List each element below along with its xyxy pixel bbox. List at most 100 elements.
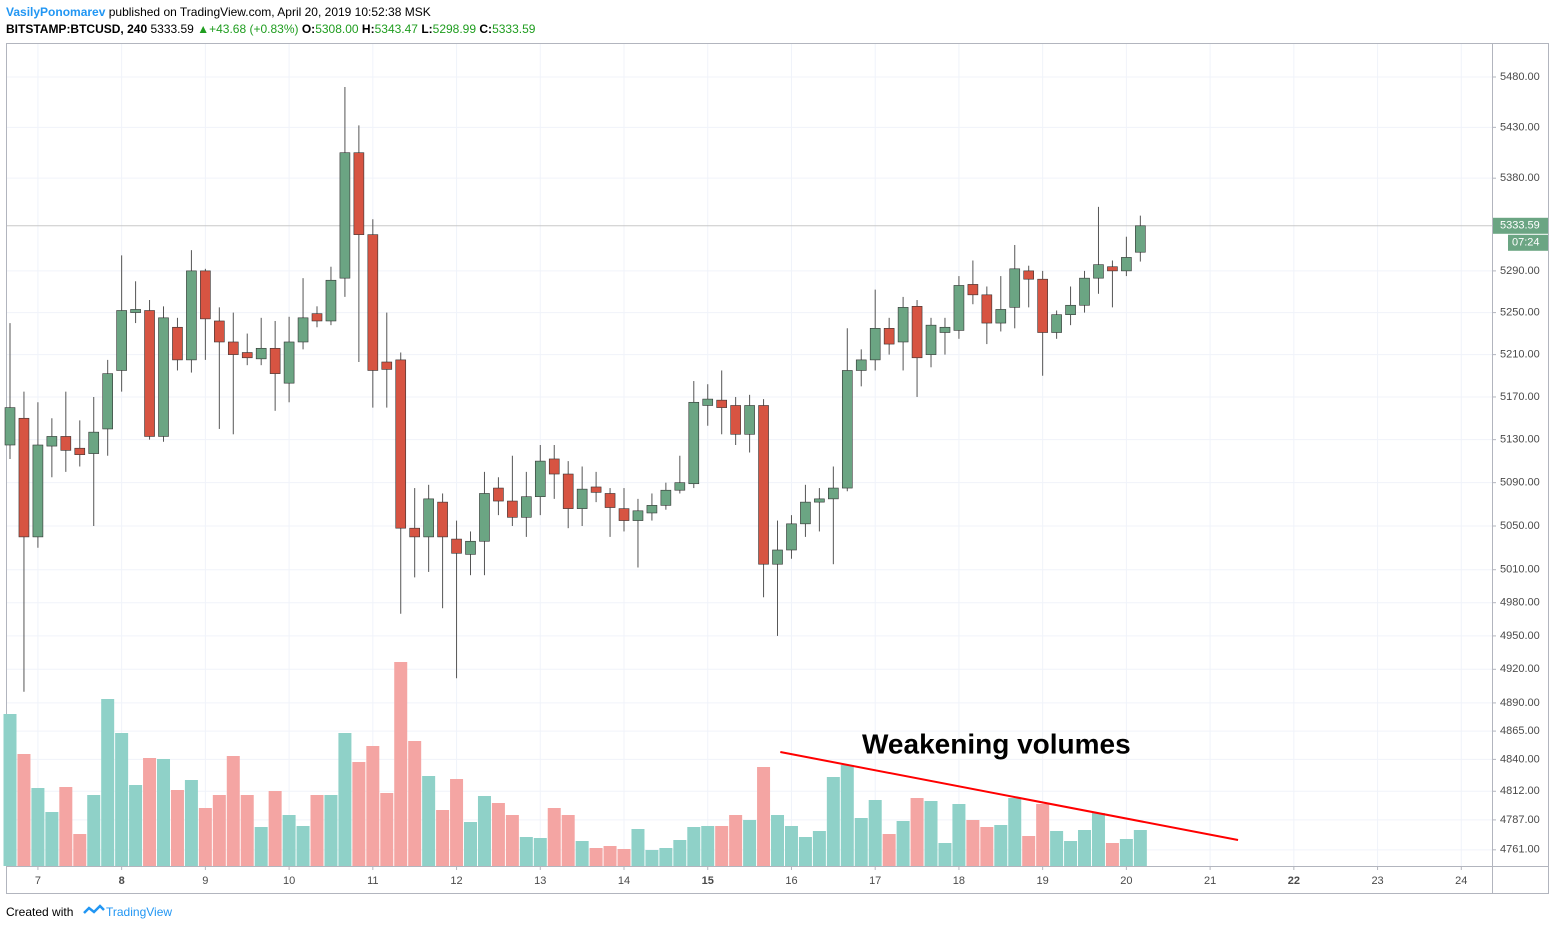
volume-bar	[1050, 831, 1064, 866]
volume-bar	[854, 818, 868, 866]
candle-body	[716, 399, 727, 408]
footer-brand[interactable]: TradingView	[106, 905, 172, 919]
candle-body	[339, 152, 351, 279]
header-line-2: BITSTAMP:BTCUSD, 240 5333.59 ▲+43.68 (+0…	[6, 22, 536, 36]
volume-bar	[519, 837, 533, 866]
candle-body	[186, 270, 197, 361]
volume-bar	[352, 762, 366, 866]
volume-bar	[896, 821, 910, 866]
volume-bar	[812, 831, 826, 866]
y-tick-label: 4890.00	[1500, 697, 1540, 709]
candle-body	[674, 482, 686, 491]
volume-bar	[938, 843, 952, 866]
volume-bar	[701, 826, 715, 866]
candle-body	[46, 436, 58, 447]
candle-body	[1009, 268, 1021, 308]
symbol: BITSTAMP:BTCUSD, 240	[6, 22, 147, 36]
volume-bar	[603, 846, 617, 866]
y-tick-label: 5290.00	[1500, 265, 1540, 277]
volume-bar	[143, 758, 157, 866]
candle-body	[632, 510, 644, 521]
low-label: L:	[421, 22, 432, 36]
y-tick-label: 5010.00	[1500, 564, 1540, 576]
axes: 5480.00 5430.00 5380.00 5290.00 5250.00 5210.…	[35, 71, 1548, 887]
x-tick-label: 14	[618, 875, 630, 887]
volume-bar	[59, 787, 73, 866]
candle-body	[102, 373, 113, 430]
volume-bar	[73, 834, 87, 866]
candle-body	[116, 310, 127, 371]
x-tick-label: 15	[702, 875, 714, 887]
volume-bar	[952, 804, 966, 866]
volume-bar	[771, 815, 785, 866]
volume-bar	[464, 822, 478, 866]
open-label: O:	[302, 22, 315, 36]
tradingview-logo	[83, 904, 105, 914]
candle-body	[18, 417, 30, 538]
x-tick-label: 18	[953, 875, 965, 887]
candle-body	[534, 460, 546, 498]
x-tick-label: 21	[1204, 875, 1216, 887]
candle-body	[995, 309, 1007, 324]
open: 5308.00	[315, 22, 359, 36]
volume-bar	[115, 733, 129, 866]
candle-body	[911, 306, 923, 359]
close: 5333.59	[492, 22, 536, 36]
candle-body	[1023, 270, 1035, 280]
volume-bar	[910, 798, 924, 866]
x-tick-label: 8	[119, 875, 125, 887]
volume-bar	[310, 795, 324, 866]
volume-bar	[477, 796, 491, 866]
volume-bar	[1064, 841, 1078, 866]
candle-body	[562, 473, 574, 509]
candle-body	[897, 307, 909, 343]
published: published on TradingView.com, April 20, …	[109, 5, 431, 19]
y-tick-label: 4865.00	[1500, 725, 1540, 737]
candle-body	[1051, 314, 1062, 333]
high-label: H:	[362, 22, 375, 36]
x-tick-label: 7	[35, 875, 41, 887]
volume-bar	[1008, 798, 1022, 866]
y-tick-label: 4980.00	[1500, 597, 1540, 609]
y-tick-label: 5090.00	[1500, 477, 1540, 489]
volume-bar	[505, 815, 519, 866]
candle-body	[437, 501, 448, 538]
candle-body	[800, 501, 811, 525]
candle-body	[939, 326, 951, 333]
volume-bar	[31, 788, 45, 866]
candle-body	[576, 488, 588, 509]
volume-bar	[826, 777, 840, 866]
y-tick-label: 5130.00	[1500, 434, 1540, 446]
candle-body	[855, 359, 867, 371]
candle-body	[269, 347, 281, 374]
author[interactable]: VasilyPonomarev	[6, 5, 106, 19]
candle-body	[521, 496, 532, 518]
volume-bar	[296, 826, 310, 866]
volume-bar	[87, 795, 101, 866]
y-tick-label: 4761.00	[1500, 844, 1540, 856]
volume-bar	[1119, 839, 1133, 866]
last-price-box	[1493, 217, 1548, 234]
x-tick-label: 11	[367, 875, 378, 887]
x-tick-label: 24	[1455, 875, 1467, 887]
candle-body	[200, 270, 211, 320]
volume-bar	[436, 810, 450, 866]
candle-body	[423, 498, 434, 538]
x-tick-label: 22	[1288, 875, 1300, 887]
candle-body	[758, 405, 769, 565]
candle-body	[74, 447, 86, 455]
volume-bar	[45, 812, 59, 866]
candle-body	[214, 320, 225, 343]
candle-body	[130, 309, 141, 313]
volume-bar	[561, 815, 575, 866]
y-tick-label: 4840.00	[1500, 753, 1540, 765]
candles	[4, 87, 1146, 692]
x-tick-label: 13	[534, 875, 546, 887]
volume-bar	[924, 801, 938, 866]
header-line-1: VasilyPonomarev published on TradingView…	[6, 5, 431, 19]
candle-body	[4, 407, 16, 446]
volume-bar	[1036, 804, 1050, 866]
countdown-box	[1508, 234, 1548, 251]
